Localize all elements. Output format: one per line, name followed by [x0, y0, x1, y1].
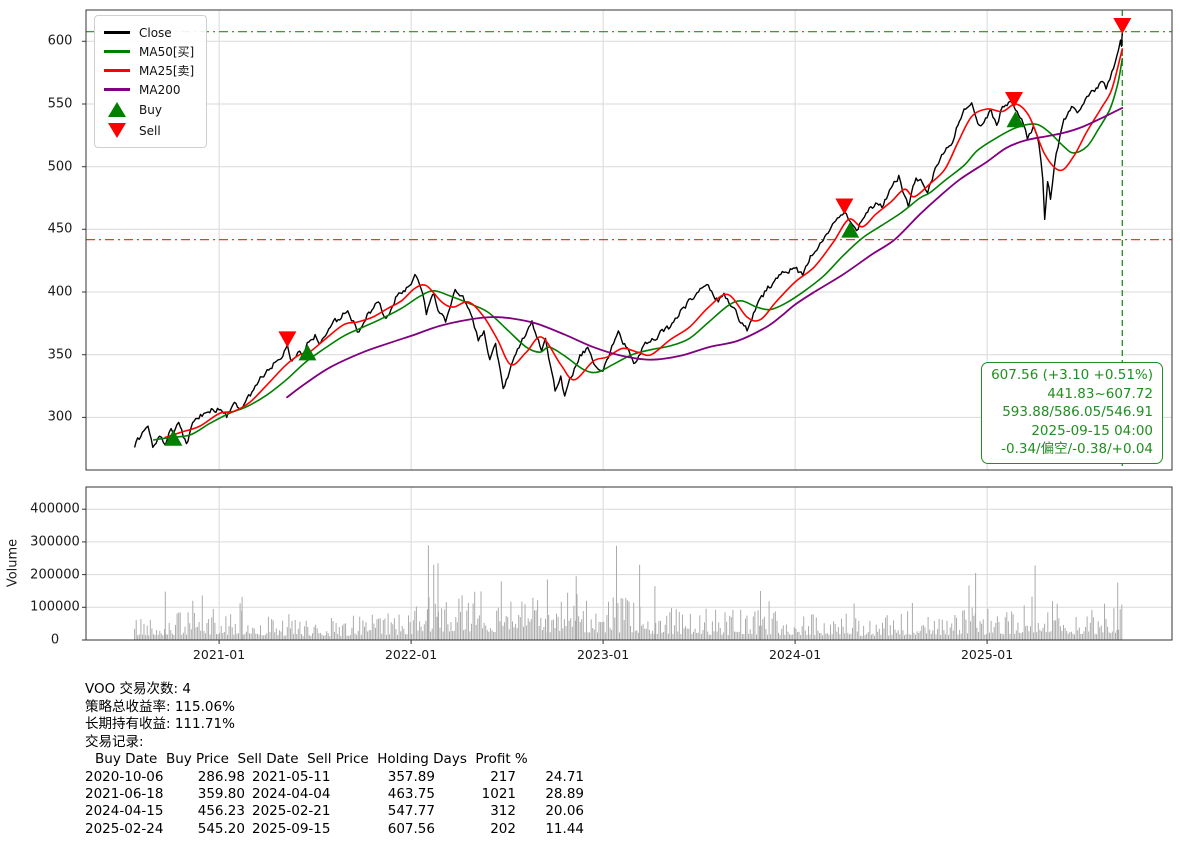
- trade-table-body: 2020-10-06 286.98 2021-05-11 357.89 217 24.71…: [85, 769, 584, 838]
- sell-marker: [278, 331, 297, 348]
- date-tick-label: 2024-01: [768, 647, 822, 662]
- strategy-return-line: 策略总收益率: 115.06%: [85, 698, 235, 715]
- trade-cell: 2024-04-04: [252, 786, 331, 803]
- volume-tick-label: 200000: [30, 567, 80, 583]
- buy-marker: [1006, 111, 1025, 128]
- buy-marker: [298, 344, 317, 361]
- trade-cell: 2025-02-21: [252, 803, 331, 820]
- trade-cell: 217: [490, 768, 516, 785]
- ma50-line: [152, 58, 1124, 441]
- ma200-line-swatch: [104, 88, 130, 91]
- trade-cell: 20.06: [545, 803, 584, 820]
- volume-plot-border: [85, 486, 1173, 641]
- trade-cell: 2021-06-18: [85, 786, 164, 803]
- trade-cell: 2020-10-06: [85, 768, 164, 785]
- buy-marker-icon: [104, 102, 130, 117]
- trade-table-header: Buy Date Buy Price Sell Date Sell Price …: [95, 751, 528, 768]
- volume-tick-label: 100000: [30, 599, 80, 615]
- trade-cell: 286.98: [197, 768, 245, 785]
- trade-row: 2024-04-15 456.23 2025-02-21 547.77 312 20.06: [85, 803, 584, 820]
- volume-tick-label: 300000: [30, 534, 80, 550]
- quote-last-price: 607.56 (+3.10 +0.51%): [991, 367, 1153, 383]
- trade-cell: 463.75: [387, 786, 435, 803]
- date-tick-label: 2021-01: [192, 647, 246, 662]
- legend-item-sell: Sell: [104, 120, 194, 141]
- legend-item-ma200: MA200: [104, 80, 194, 99]
- date-tick-label: 2025-01: [960, 647, 1014, 662]
- ma25-line: [164, 48, 1124, 439]
- trade-cell: 28.89: [545, 786, 584, 803]
- trade-cell: 547.77: [387, 803, 435, 820]
- sell-marker: [835, 198, 854, 215]
- sell-marker: [1005, 92, 1023, 108]
- ma200-line: [286, 107, 1124, 399]
- legend: Close MA50[买] MA25[卖] MA200 Buy Sell: [94, 15, 208, 148]
- price-plot-border: [85, 9, 1173, 471]
- trade-cell: 607.56: [387, 820, 435, 837]
- legend-item-buy: Buy: [104, 99, 194, 120]
- volume-tick-label: 400000: [30, 501, 80, 517]
- trade-cell: 359.80: [197, 786, 245, 803]
- trade-cell: 456.23: [197, 803, 245, 820]
- trade-cell: 2024-04-15: [85, 803, 164, 820]
- trade-cell: 545.20: [197, 820, 245, 837]
- date-tick-label: 2022-01: [384, 647, 438, 662]
- price-tick-label: 400: [47, 284, 73, 300]
- buy-marker: [841, 221, 860, 238]
- trade-cell: 312: [490, 803, 516, 820]
- date-tick-label: 2023-01: [576, 647, 630, 662]
- quote-range: 441.83~607.72: [1047, 385, 1153, 402]
- price-tick-label: 600: [47, 33, 73, 49]
- quote-ma-values: 593.88/586.05/546.91: [1002, 404, 1153, 421]
- trade-cell: 2025-09-15: [252, 820, 331, 837]
- sell-marker: [1113, 18, 1132, 34]
- trade-row: 2020-10-06 286.98 2021-05-11 357.89 217 24.71: [85, 769, 584, 786]
- legend-item-close: Close: [104, 23, 194, 42]
- volume-tick-label: 0: [50, 632, 60, 648]
- close-price-line: [133, 31, 1123, 449]
- quote-info-box: 607.56 (+3.10 +0.51%) 441.83~607.72 593.…: [981, 362, 1163, 464]
- price-tick-label: 500: [47, 159, 73, 175]
- quote-timestamp: 2025-09-15 04:00: [1031, 422, 1153, 439]
- trade-cell: 2021-05-11: [252, 768, 331, 785]
- price-tick-label: 350: [47, 347, 73, 363]
- hold-return-line: 长期持有收益: 111.71%: [85, 716, 235, 733]
- quote-signal: -0.34/偏空/-0.38/+0.04: [1001, 441, 1153, 458]
- trade-row: 2021-06-18 359.80 2024-04-04 463.75 1021 28.8…: [85, 786, 584, 803]
- trade-row: 2025-02-24 545.20 2025-09-15 607.56 202 11.44: [85, 821, 584, 838]
- price-tick-label: 550: [47, 96, 73, 112]
- trade-cell: 1021: [481, 786, 516, 803]
- buy-marker: [164, 429, 183, 446]
- volume-bars: [134, 545, 1123, 640]
- ma25-line-swatch: [104, 69, 130, 72]
- trade-cell: 2025-02-24: [85, 820, 164, 837]
- trades-count-line: VOO 交易次数: 4: [85, 681, 191, 697]
- close-line-swatch: [104, 31, 130, 34]
- sell-marker-icon: [104, 123, 130, 138]
- price-tick-label: 450: [47, 221, 73, 237]
- strategy-summary: VOO 交易次数: 4 策略总收益率: 115.06% 长期持有收益: 111.…: [85, 681, 584, 838]
- trade-records-label: 交易记录:: [85, 733, 144, 750]
- ma50-line-swatch: [104, 50, 130, 53]
- trade-cell: 11.44: [545, 820, 584, 837]
- trade-cell: 24.71: [545, 768, 584, 785]
- trade-cell: 202: [490, 820, 516, 837]
- legend-item-ma25: MA25[卖]: [104, 61, 194, 80]
- trade-cell: 357.89: [387, 768, 435, 785]
- price-tick-label: 300: [47, 409, 73, 425]
- volume-axis-title: Volume: [5, 538, 21, 588]
- legend-item-ma50: MA50[买]: [104, 42, 194, 61]
